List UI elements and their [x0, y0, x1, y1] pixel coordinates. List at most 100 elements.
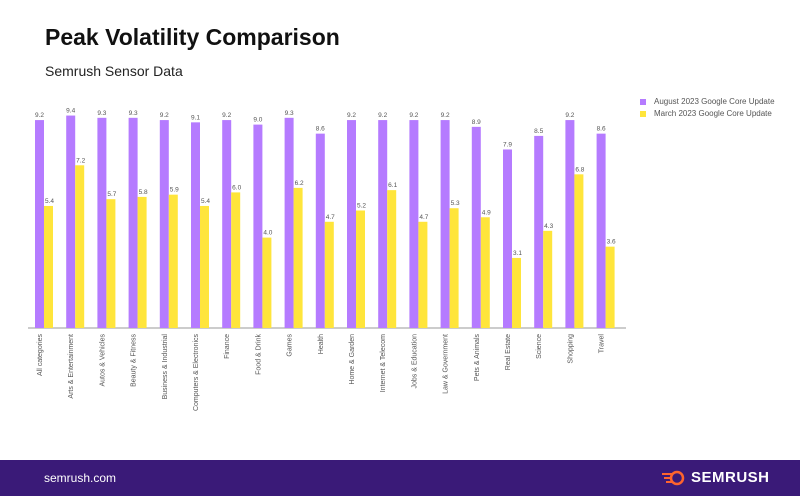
bar [137, 196, 147, 328]
tick-label: Law & Government [443, 334, 450, 394]
data-label: 4.0 [263, 230, 272, 237]
bar [418, 221, 428, 328]
chart-title: Peak Volatility Comparison [45, 24, 340, 50]
bar [378, 120, 388, 328]
data-label: 4.9 [482, 209, 491, 216]
semrush-logo: SEMRUSH [660, 469, 770, 486]
tick-label: Home & Garden [349, 334, 356, 385]
chart-subtitle: Semrush Sensor Data [45, 63, 183, 79]
tick-label: Games [287, 334, 294, 357]
bar [253, 124, 263, 328]
data-label: 9.0 [253, 117, 262, 124]
bar [543, 230, 553, 328]
data-label: 9.2 [441, 112, 450, 119]
bar [284, 117, 294, 328]
footer: semrush.com SEMRUSH [0, 460, 800, 496]
tick-label: Finance [224, 334, 231, 359]
data-label: 9.2 [565, 112, 574, 119]
data-label: 6.1 [388, 182, 397, 189]
tick-label: Health [318, 334, 325, 354]
bar [440, 120, 450, 328]
data-label: 6.2 [295, 180, 304, 187]
tick-label: Autos & Vehicles [99, 334, 106, 387]
bar [409, 120, 419, 328]
legend-swatch [640, 110, 646, 117]
data-label: 9.2 [378, 112, 387, 119]
tick-label: Real Estate [505, 334, 512, 370]
bar [356, 210, 365, 328]
data-label: 3.6 [607, 239, 616, 246]
data-label: 8.6 [597, 126, 606, 133]
data-label: 9.1 [191, 114, 200, 121]
bar [75, 165, 85, 328]
tick-label: Pets & Animals [474, 334, 481, 382]
bar [35, 120, 44, 328]
data-label: 6.0 [232, 184, 241, 191]
tick-label: Business & Industrial [162, 334, 169, 400]
footer-site[interactable]: semrush.com [44, 471, 117, 485]
data-label: 5.3 [451, 200, 460, 207]
bar [347, 120, 356, 328]
legend: August 2023 Google Core Update March 202… [640, 97, 775, 121]
tick-label: Internet & Telecom [380, 334, 387, 392]
data-label: 7.9 [503, 141, 512, 148]
bar [512, 257, 521, 328]
bar [97, 117, 107, 328]
data-label: 7.2 [76, 157, 85, 164]
legend-item-march: March 2023 Google Core Update [640, 109, 775, 118]
tick-label: Science [536, 334, 543, 359]
bar [449, 208, 459, 328]
bar [293, 187, 303, 328]
tick-label: Beauty & Fitness [131, 334, 138, 387]
tick-label: All categories [37, 334, 44, 377]
data-label: 4.7 [326, 214, 335, 221]
bar [231, 192, 241, 328]
tick-label: Shopping [567, 334, 574, 364]
data-label: 9.2 [347, 112, 356, 119]
bar [471, 126, 481, 328]
tick-label: Jobs & Education [411, 334, 418, 389]
bar [66, 115, 76, 328]
data-label: 8.5 [534, 128, 543, 135]
data-label: 9.2 [222, 112, 231, 119]
tick-label: Travel [599, 334, 606, 354]
bar [387, 190, 397, 328]
bar [191, 122, 200, 328]
tick-label: Computers & Electronics [193, 334, 200, 412]
legend-item-august: August 2023 Google Core Update [640, 97, 775, 106]
bar [159, 120, 169, 328]
bar [534, 135, 544, 328]
data-label: 5.2 [357, 202, 366, 209]
data-label: 5.9 [170, 187, 179, 194]
bar-chart: 9.2 5.4 All categories 9.4 7.2 Arts & Enterta… [28, 108, 626, 412]
bar [128, 117, 138, 328]
data-label: 9.4 [66, 108, 75, 115]
data-label: 6.8 [575, 166, 584, 173]
data-label: 8.9 [472, 119, 481, 126]
bar [222, 120, 232, 328]
data-label: 9.2 [160, 112, 169, 119]
data-label: 5.4 [45, 198, 54, 205]
data-label: 9.2 [409, 112, 418, 119]
data-label: 5.4 [201, 198, 210, 205]
bar [44, 205, 53, 328]
data-label: 8.6 [316, 126, 325, 133]
bar [315, 133, 325, 328]
bar [200, 205, 209, 328]
semrush-fireball-logo-icon [662, 470, 685, 485]
data-label: 9.2 [35, 112, 44, 119]
data-label: 9.3 [129, 110, 138, 117]
bar [480, 217, 490, 328]
data-label: 5.8 [139, 189, 148, 196]
bar [565, 120, 575, 328]
data-label: 4.7 [419, 214, 428, 221]
data-label: 9.3 [97, 110, 106, 117]
bar [324, 221, 334, 328]
bar [605, 246, 615, 328]
tick-label: Arts & Entertainment [68, 334, 75, 399]
bar [262, 237, 272, 328]
data-label: 5.7 [107, 191, 116, 198]
tick-label: Food & Drink [255, 334, 262, 375]
bar [168, 194, 178, 328]
data-label: 9.3 [285, 110, 294, 117]
